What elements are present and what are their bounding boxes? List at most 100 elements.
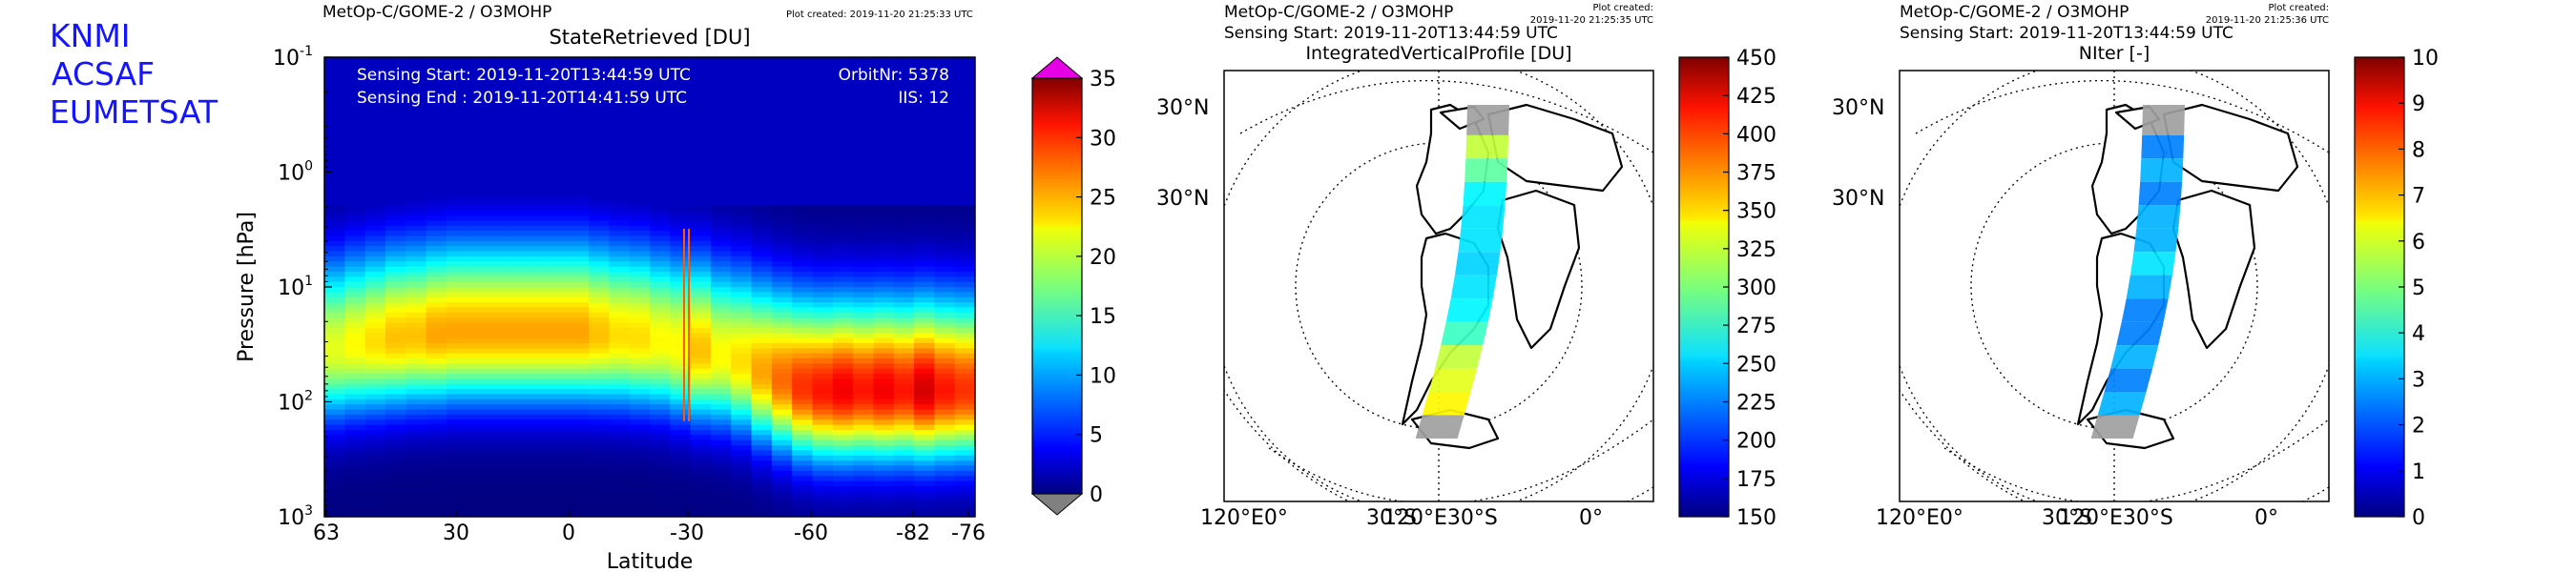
heatmap-cell bbox=[914, 62, 935, 69]
heatmap-cell bbox=[589, 235, 610, 242]
heatmap-cell bbox=[364, 424, 386, 431]
heatmap-cell bbox=[690, 138, 712, 145]
heatmap-cell bbox=[467, 506, 488, 513]
heatmap-cell bbox=[405, 153, 427, 160]
heatmap-cell bbox=[364, 394, 386, 400]
heatmap-cell bbox=[873, 394, 895, 400]
heatmap-cell bbox=[731, 450, 753, 457]
heatmap-cell bbox=[832, 368, 854, 375]
heatmap-cell bbox=[384, 128, 406, 134]
heatmap-cell bbox=[364, 215, 386, 221]
heatmap-cell bbox=[751, 108, 773, 114]
heatmap-cell bbox=[954, 368, 975, 375]
heatmap-cell bbox=[954, 394, 975, 400]
heatmap-cell bbox=[589, 97, 610, 104]
heatmap-cell bbox=[609, 353, 631, 359]
heatmap-cell bbox=[812, 500, 834, 507]
heatmap-cell bbox=[507, 169, 529, 175]
heatmap-cell bbox=[650, 368, 671, 375]
heatmap-cell bbox=[690, 225, 712, 232]
heatmap-cell bbox=[589, 281, 610, 288]
heatmap-cell bbox=[426, 123, 447, 130]
heatmap-cell bbox=[710, 246, 732, 253]
heatmap-cell bbox=[589, 240, 610, 247]
heatmap-cell bbox=[324, 199, 345, 206]
heatmap-cell bbox=[690, 118, 712, 125]
heatmap-cell bbox=[467, 138, 488, 145]
heatmap-cell bbox=[853, 480, 875, 487]
heatmap-cell bbox=[934, 374, 956, 379]
heatmap-cell bbox=[589, 439, 610, 446]
heatmap-cell bbox=[853, 92, 875, 99]
heatmap-cell bbox=[954, 88, 975, 94]
heatmap-cell bbox=[914, 92, 935, 99]
heatmap-cell bbox=[812, 470, 834, 477]
heatmap-cell bbox=[507, 231, 529, 237]
heatmap-cell bbox=[853, 169, 875, 175]
heatmap-cell bbox=[384, 342, 406, 349]
heatmap-cell bbox=[690, 149, 712, 155]
heatmap-cell bbox=[487, 333, 509, 339]
heatmap-cell bbox=[364, 82, 386, 89]
heatmap-cell bbox=[832, 179, 854, 186]
heatmap-cell bbox=[568, 128, 590, 134]
heatmap-cell bbox=[690, 476, 712, 482]
heatmap-cell bbox=[751, 92, 773, 99]
heatmap-cell bbox=[690, 368, 712, 375]
heatmap-cell bbox=[934, 88, 956, 94]
heatmap-cell bbox=[487, 500, 509, 507]
heatmap-cell bbox=[751, 480, 773, 487]
heatmap-cell bbox=[364, 485, 386, 492]
heatmap-cell bbox=[344, 435, 366, 441]
heatmap-cell bbox=[589, 88, 610, 94]
heatmap-cell bbox=[384, 460, 406, 467]
heatmap-cell bbox=[344, 374, 366, 379]
heatmap-cell bbox=[629, 455, 651, 461]
heatmap-cell bbox=[832, 128, 854, 134]
heatmap-cell bbox=[507, 429, 529, 436]
heatmap-cell bbox=[832, 97, 854, 104]
heatmap-cell bbox=[731, 231, 753, 237]
heatmap-cell bbox=[751, 383, 773, 390]
heatmap-cell bbox=[507, 72, 529, 79]
heatmap-cell bbox=[467, 450, 488, 457]
heatmap-cell bbox=[650, 342, 671, 349]
heatmap-cell bbox=[548, 67, 570, 73]
heatmap-cell bbox=[690, 240, 712, 247]
heatmap-cell bbox=[568, 194, 590, 201]
heatmap-cell bbox=[792, 292, 814, 298]
heatmap-cell bbox=[853, 194, 875, 201]
heatmap-cell bbox=[384, 169, 406, 175]
heatmap-cell bbox=[344, 174, 366, 181]
heatmap-cell bbox=[446, 465, 467, 472]
heatmap-cell bbox=[384, 266, 406, 273]
heatmap-cell bbox=[751, 123, 773, 130]
heatmap-cell bbox=[954, 251, 975, 257]
heatmap-cell bbox=[629, 480, 651, 487]
heatmap-cell bbox=[507, 398, 529, 405]
heatmap-cell bbox=[731, 190, 753, 196]
heatmap-cell bbox=[589, 374, 610, 379]
heatmap-cell bbox=[324, 210, 345, 216]
heatmap-cell bbox=[954, 164, 975, 171]
heatmap-cell bbox=[324, 292, 345, 298]
heatmap-cell bbox=[426, 312, 447, 318]
heatmap-cell bbox=[812, 118, 834, 125]
heatmap-cell bbox=[344, 169, 366, 175]
heatmap-cell bbox=[812, 327, 834, 334]
heatmap-cell bbox=[853, 266, 875, 273]
heatmap-cell bbox=[528, 342, 550, 349]
heatmap-cell bbox=[467, 287, 488, 293]
heatmap-cell bbox=[792, 302, 814, 309]
heatmap-cell bbox=[934, 261, 956, 268]
heatmap-cell bbox=[893, 184, 915, 191]
heatmap-cell bbox=[690, 210, 712, 216]
p3-lat-label-2: 30°N bbox=[1832, 187, 1884, 211]
heatmap-cell bbox=[467, 108, 488, 114]
heatmap-cell bbox=[690, 281, 712, 288]
heatmap-cell bbox=[629, 398, 651, 405]
heatmap-cell bbox=[324, 506, 345, 513]
heatmap-cell bbox=[934, 419, 956, 426]
heatmap-cell bbox=[507, 414, 529, 420]
heatmap-cell bbox=[670, 159, 692, 166]
